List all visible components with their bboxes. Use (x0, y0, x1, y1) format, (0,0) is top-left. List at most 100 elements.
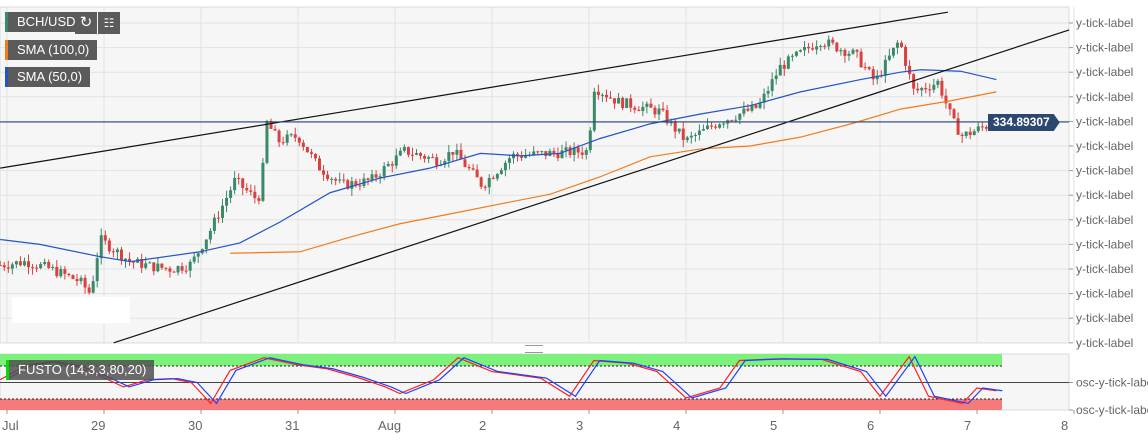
candle-body (63, 269, 67, 274)
candle-body (253, 191, 257, 199)
candle-body (794, 51, 798, 56)
candle-body (710, 125, 714, 127)
legend-symbol[interactable]: BCH/USD (5, 12, 84, 32)
x-tick-label: 31 (283, 418, 302, 434)
320.0000: y-tick-label (1076, 188, 1133, 202)
candle-body (293, 134, 297, 138)
325.0000: y-tick-label (1076, 164, 1133, 178)
candle-body (895, 42, 899, 48)
x-tick-label: 4 (671, 418, 683, 434)
300.0000: y-tick-label (1076, 287, 1133, 301)
x-tick-label: 8 (1059, 418, 1071, 434)
candle-body (27, 261, 31, 268)
candle-body (192, 256, 196, 262)
candle-body (976, 126, 980, 132)
candle-body (435, 157, 439, 166)
50.0000: osc-y-tick-label (1076, 376, 1148, 390)
candle-body (91, 281, 95, 293)
candle-body (786, 56, 790, 69)
candle-body (584, 150, 588, 155)
x-tick-label: Aug (376, 418, 404, 434)
legend-sma50[interactable]: SMA (50,0) (5, 67, 91, 87)
candle-body (774, 75, 778, 80)
candle-body (835, 42, 839, 52)
candle-body (249, 190, 253, 192)
candle-body (621, 97, 625, 109)
blank-overlay (12, 297, 130, 323)
candle-body (47, 261, 51, 268)
candle-body (697, 130, 701, 135)
candle-body (6, 267, 10, 269)
candle-body (245, 187, 249, 191)
candle-body (176, 266, 180, 273)
chart-type-icon[interactable]: ☷ (98, 12, 120, 34)
candle-body (637, 109, 641, 112)
pane-resize-handle[interactable] (525, 345, 543, 353)
x-tick-label: 5 (768, 418, 780, 434)
candle-body (10, 264, 14, 269)
candle-body (491, 177, 495, 179)
candle-body (55, 266, 59, 277)
trendline (0, 11, 948, 169)
candle-body (221, 205, 225, 219)
candle-body (394, 155, 398, 166)
candle-body (31, 267, 35, 269)
candle-body (588, 130, 592, 151)
candle-body (140, 258, 144, 268)
candle-body (855, 49, 859, 52)
candle-body (932, 84, 936, 90)
candle-body (107, 240, 111, 252)
candle-body (59, 269, 63, 277)
candle-body (115, 249, 119, 253)
candle-body (750, 104, 754, 111)
candle-body (75, 278, 79, 282)
candle-body (564, 147, 568, 151)
candle-body (714, 126, 718, 128)
candle-body (83, 277, 87, 288)
candle-body (904, 46, 908, 66)
candle-body (693, 134, 697, 136)
candle-body (495, 173, 499, 179)
refresh-icon[interactable]: ↻ (75, 12, 97, 34)
candle-body (742, 108, 746, 114)
candle-body (172, 271, 176, 273)
candle-body (633, 107, 637, 110)
candle-body (512, 153, 516, 159)
candle-body (572, 147, 576, 156)
candle-body (649, 103, 653, 108)
candle-body (35, 267, 39, 269)
candle-body (483, 186, 487, 188)
candle-body (900, 42, 904, 47)
candle-body (14, 261, 18, 265)
candle-body (980, 126, 984, 128)
x-tick-label: 3 (574, 418, 586, 434)
candle-body (233, 177, 237, 191)
candle-body (378, 176, 382, 178)
340.0000: y-tick-label (1076, 90, 1133, 104)
legend-oscillator[interactable]: FUSTO (14,3,3,80,20) (6, 360, 155, 380)
candle-body (204, 239, 208, 250)
candle-body (798, 50, 802, 52)
candle-body (297, 137, 301, 143)
candle-body (301, 142, 305, 147)
candle-body (689, 135, 693, 138)
candle-body (645, 103, 649, 107)
candle-body (677, 128, 681, 132)
candle-body (350, 181, 354, 189)
candle-body (770, 79, 774, 91)
candle-body (960, 134, 964, 136)
candle-body (948, 103, 952, 110)
candle-body (180, 266, 184, 271)
x-tick-label: 6 (865, 418, 877, 434)
candle-body (924, 88, 928, 90)
candle-body (479, 177, 483, 187)
candle-body (402, 146, 406, 151)
candle-body (956, 118, 960, 135)
candle-body (285, 134, 289, 143)
candle-body (629, 98, 633, 108)
legend-sma100[interactable]: SMA (100,0) (5, 40, 98, 60)
candle-body (95, 258, 99, 282)
candle-body (71, 275, 75, 279)
candle-body (390, 164, 394, 166)
